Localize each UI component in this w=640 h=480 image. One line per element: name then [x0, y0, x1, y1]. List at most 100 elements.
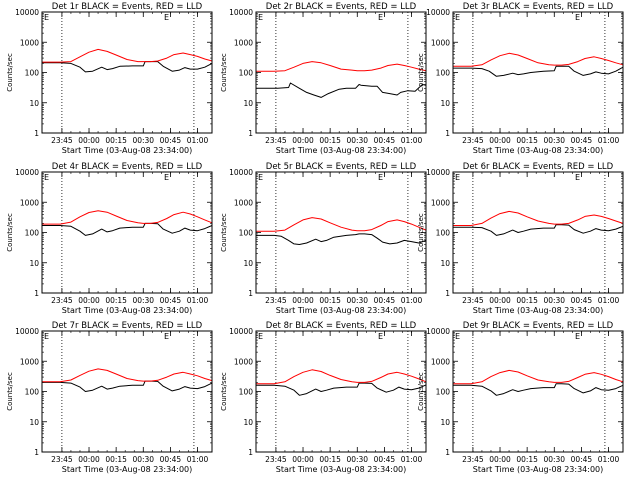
- x-tick-label: 23:45: [265, 136, 287, 145]
- y-tick-label: 1: [445, 289, 450, 298]
- x-tick-label: 00:45: [160, 296, 182, 305]
- y-tick-label: 10: [243, 259, 253, 268]
- events-series-line: [256, 82, 427, 98]
- plot-frame: [255, 330, 427, 453]
- x-tick-label: 00:15: [105, 136, 127, 145]
- y-tick-label: 10000: [426, 168, 450, 177]
- panel-title: Det 8r BLACK = Events, RED = LLD: [266, 321, 417, 331]
- panel-title: Det 2r BLACK = Events, RED = LLD: [266, 2, 417, 12]
- y-tick-label: 100: [239, 388, 254, 397]
- x-tick-label: 00:00: [489, 136, 511, 145]
- y-tick-label: 100: [239, 69, 254, 78]
- y-tick-label: 1: [34, 289, 39, 298]
- x-tick-label: 23:45: [462, 136, 484, 145]
- detector-panel-6: Det 6r BLACK = Events, RED = LLD 1 10 100 10…: [417, 162, 624, 315]
- corner-mark: E: [44, 332, 49, 341]
- y-tick-label: 100: [25, 69, 40, 78]
- x-axis-label: Start Time (03-Aug-08 23:34:00): [276, 465, 407, 474]
- x-tick-label: 23:45: [51, 455, 73, 464]
- x-tick-label: 00:00: [78, 455, 100, 464]
- panel-title: Det 3r BLACK = Events, RED = LLD: [463, 2, 614, 12]
- y-tick-label: 10000: [15, 327, 39, 336]
- corner-mark: E: [258, 332, 263, 341]
- y-tick-label: 100: [239, 229, 254, 238]
- corner-mark: E: [575, 173, 580, 182]
- corner-mark: E: [575, 332, 580, 341]
- x-tick-label: 00:45: [374, 296, 396, 305]
- x-tick-label: 00:15: [105, 455, 127, 464]
- x-tick-label: 01:00: [598, 296, 620, 305]
- x-axis-label: Start Time (03-Aug-08 23:34:00): [62, 306, 193, 315]
- x-tick-label: 00:00: [489, 455, 511, 464]
- x-tick-label: 23:45: [265, 296, 287, 305]
- x-tick-label: 00:15: [516, 296, 538, 305]
- events-series-line: [42, 222, 213, 236]
- y-tick-label: 100: [25, 388, 40, 397]
- y-tick-label: 10: [29, 99, 39, 108]
- panel-title: Det 9r BLACK = Events, RED = LLD: [463, 321, 614, 331]
- x-tick-label: 00:45: [571, 296, 593, 305]
- x-tick-label: 23:45: [51, 136, 73, 145]
- x-axis-label: Start Time (03-Aug-08 23:34:00): [473, 306, 604, 315]
- plot-frame: [452, 330, 624, 453]
- y-tick-label: 100: [25, 229, 40, 238]
- x-tick-label: 00:45: [374, 136, 396, 145]
- lld-series-line: [256, 369, 427, 385]
- y-tick-label: 1: [248, 448, 253, 457]
- detector-panel-4: Det 4r BLACK = Events, RED = LLD 1 10 100 10…: [6, 162, 213, 315]
- x-tick-label: 23:45: [462, 296, 484, 305]
- x-tick-label: 00:45: [160, 455, 182, 464]
- corner-mark: E: [258, 173, 263, 182]
- y-tick-label: 10000: [229, 168, 253, 177]
- panel-title: Det 7r BLACK = Events, RED = LLD: [52, 321, 203, 331]
- corner-mark: E: [164, 332, 169, 341]
- lld-series-line: [42, 368, 213, 383]
- x-tick-label: 00:30: [132, 455, 154, 464]
- y-axis-label: Counts/sec: [6, 53, 14, 92]
- plot-frame: [41, 171, 213, 294]
- lld-series-line: [256, 217, 427, 232]
- y-tick-label: 1000: [234, 38, 253, 47]
- events-series-line: [42, 61, 213, 73]
- panel-title: Det 4r BLACK = Events, RED = LLD: [52, 162, 203, 172]
- y-tick-label: 1: [248, 289, 253, 298]
- x-tick-label: 00:45: [571, 136, 593, 145]
- x-tick-label: 00:15: [319, 136, 341, 145]
- lld-series-line: [42, 210, 213, 225]
- y-tick-label: 1000: [20, 357, 39, 366]
- y-axis-label: Counts/sec: [417, 372, 425, 411]
- x-tick-label: 00:30: [543, 296, 565, 305]
- y-axis-label: Counts/sec: [220, 213, 228, 252]
- corner-mark: E: [44, 13, 49, 22]
- plot-frame: [452, 11, 624, 134]
- x-tick-label: 00:30: [543, 136, 565, 145]
- plot-frame: [41, 330, 213, 453]
- detector-panel-9: Det 9r BLACK = Events, RED = LLD 1 10 100 10…: [417, 321, 624, 474]
- x-axis-label: Start Time (03-Aug-08 23:34:00): [473, 146, 604, 155]
- events-series-line: [453, 224, 624, 236]
- y-tick-label: 10: [243, 418, 253, 427]
- y-tick-label: 1000: [234, 357, 253, 366]
- y-tick-label: 1000: [431, 357, 450, 366]
- events-series-line: [453, 383, 624, 396]
- x-tick-label: 00:30: [346, 455, 368, 464]
- corner-mark: E: [164, 173, 169, 182]
- lld-series-line: [42, 48, 213, 63]
- y-tick-label: 10: [440, 418, 450, 427]
- lld-series-line: [453, 52, 624, 67]
- x-tick-label: 00:15: [516, 136, 538, 145]
- y-tick-label: 100: [436, 388, 451, 397]
- y-axis-label: Counts/sec: [220, 53, 228, 92]
- corner-mark: E: [378, 13, 383, 22]
- x-tick-label: 00:30: [543, 455, 565, 464]
- x-tick-label: 01:00: [187, 296, 209, 305]
- y-tick-label: 10: [243, 99, 253, 108]
- x-tick-label: 01:00: [401, 296, 423, 305]
- x-tick-label: 00:30: [346, 136, 368, 145]
- y-tick-label: 100: [436, 69, 451, 78]
- y-tick-label: 100: [436, 229, 451, 238]
- y-axis-label: Counts/sec: [220, 372, 228, 411]
- detector-panel-3: Det 3r BLACK = Events, RED = LLD 1 10 100 10…: [417, 2, 624, 155]
- detector-panel-2: Det 2r BLACK = Events, RED = LLD 1 10 100 10…: [220, 2, 427, 155]
